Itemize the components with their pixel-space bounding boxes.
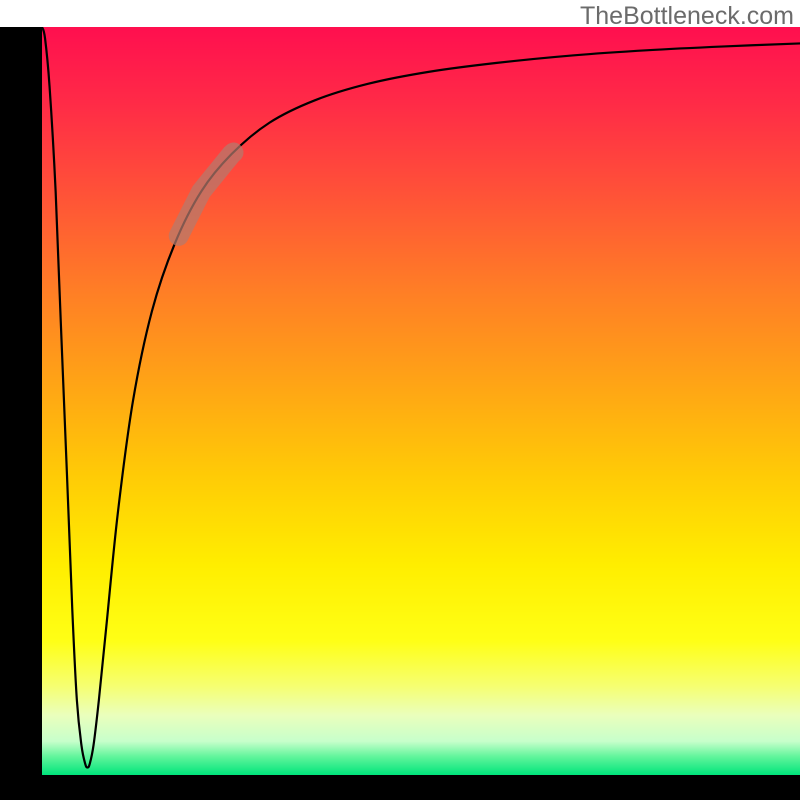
chart-container: { "watermark": { "text": "TheBottleneck.… bbox=[0, 0, 800, 800]
watermark-text: TheBottleneck.com bbox=[580, 2, 794, 31]
plot-area bbox=[42, 27, 800, 775]
axis-left-border bbox=[0, 27, 42, 800]
axis-bottom-border bbox=[0, 775, 800, 800]
plot-canvas bbox=[42, 27, 800, 775]
